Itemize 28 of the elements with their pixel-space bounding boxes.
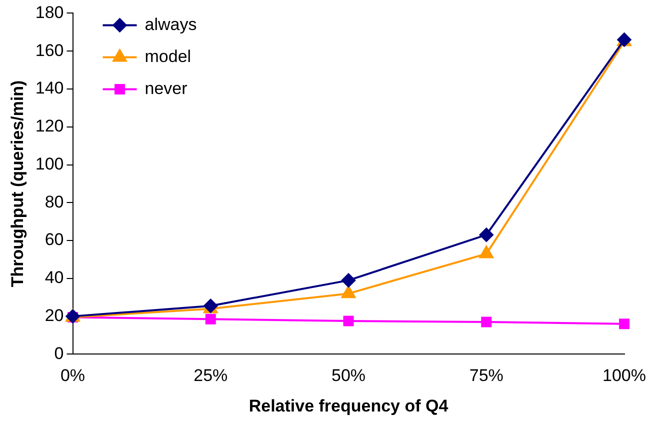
y-tick-label: 20 bbox=[44, 306, 64, 325]
point bbox=[481, 316, 492, 328]
legend-label: always bbox=[144, 14, 197, 34]
y-tick-label: 80 bbox=[44, 192, 64, 212]
y-tick-label: 100 bbox=[35, 154, 64, 174]
x-axis-title: Relative frequency of Q4 bbox=[248, 396, 449, 416]
y-tick-label: 120 bbox=[35, 116, 64, 136]
legend-label: never bbox=[144, 78, 188, 98]
point bbox=[479, 228, 494, 242]
y-axis-title: Throughput (queries/min) bbox=[8, 80, 27, 288]
point bbox=[205, 314, 216, 324]
point bbox=[619, 318, 630, 330]
point bbox=[341, 286, 356, 298]
point bbox=[343, 316, 354, 326]
x-tick-label: 0% bbox=[60, 366, 86, 386]
y-tick-label: 0 bbox=[54, 344, 64, 363]
point bbox=[479, 246, 494, 258]
legend-label: model bbox=[144, 46, 192, 66]
x-tick-label: 100% bbox=[602, 366, 646, 386]
x-tick-label: 25% bbox=[194, 366, 228, 386]
x-tick-label: 50% bbox=[331, 366, 366, 386]
y-tick-label: 160 bbox=[35, 40, 64, 60]
y-tick-label: 140 bbox=[35, 78, 64, 98]
point bbox=[342, 273, 356, 288]
y-tick-label: 60 bbox=[44, 230, 64, 250]
y-tick-label: 40 bbox=[44, 268, 64, 288]
y-tick-label: 180 bbox=[35, 2, 64, 22]
x-tick-label: 75% bbox=[469, 366, 504, 386]
